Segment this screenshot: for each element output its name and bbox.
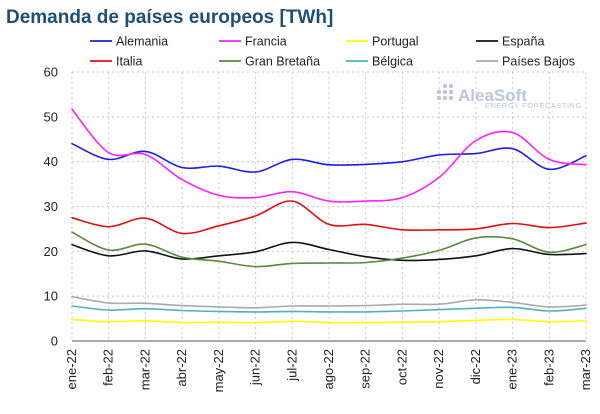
y-tick-label: 50: [44, 109, 58, 124]
series-line-paises-bajos: [71, 295, 587, 309]
x-tick-label: oct-22: [394, 349, 409, 385]
brand-name: AleaSoft: [458, 86, 527, 105]
series-line-gran-bretana: [71, 231, 587, 268]
series-line-espana: [71, 241, 587, 262]
gridlines: [71, 71, 587, 341]
x-tick-label: may-22: [211, 349, 226, 392]
x-tick-label: mar-23: [578, 349, 593, 390]
x-tick-label: feb-23: [541, 349, 556, 386]
y-axis-ticks: 0 10 20 30 40 50 60: [44, 65, 58, 349]
y-tick-label: 40: [44, 154, 58, 169]
series-line-belgica: [71, 305, 587, 313]
logo-dot: [448, 83, 454, 89]
x-tick-label: dic-22: [468, 349, 483, 384]
x-tick-label: ago-22: [321, 349, 336, 389]
x-axis-ticks: ene-22 feb-22 mar-22 abr-22 may-22 jun-22 jul-…: [64, 349, 593, 392]
series-line-italia: [71, 200, 587, 235]
series-lines: [71, 108, 587, 324]
logo-dot: [442, 83, 448, 89]
x-tick-label: mar-22: [137, 349, 152, 390]
x-tick-label: abr-22: [174, 349, 189, 387]
x-tick-label: ene-22: [64, 349, 79, 389]
legend-label-portugal: Portugal: [372, 35, 419, 49]
dots-logo-icon: [436, 83, 454, 101]
legend-label-francia: Francia: [245, 35, 287, 49]
brand-watermark: AleaSoft ENERGY FORECASTING: [436, 83, 582, 110]
x-tick-label: nov-22: [431, 349, 446, 389]
y-tick-label: 60: [44, 65, 58, 80]
logo-dot: [436, 89, 442, 95]
y-tick-label: 30: [44, 199, 58, 214]
logo-dot: [442, 89, 448, 95]
y-tick-label: 10: [44, 289, 58, 304]
logo-dot: [442, 95, 448, 101]
y-tick-label: 0: [51, 334, 58, 349]
legend-label-italia: Italia: [116, 55, 142, 69]
legend-label-paises-bajos: Países Bajos: [502, 55, 575, 69]
x-tick-label: jul-22: [284, 349, 299, 382]
x-tick-label: sep-22: [358, 349, 373, 389]
series-line-francia: [71, 108, 587, 203]
chart-title: Demanda de países europeos [TWh]: [6, 7, 333, 28]
legend-label-gran-bretana: Gran Bretaña: [245, 55, 320, 69]
series-line-alemania: [71, 142, 587, 173]
legend-label-espana: España: [502, 35, 544, 49]
series-line-portugal: [71, 318, 587, 324]
brand-tagline: ENERGY FORECASTING: [485, 101, 582, 110]
x-tick-label: jun-22: [248, 349, 263, 386]
y-tick-label: 20: [44, 244, 58, 259]
legend-label-belgica: Bélgica: [372, 55, 413, 69]
logo-dot: [448, 95, 454, 101]
x-tick-label: ene-23: [505, 349, 520, 389]
x-tick-label: feb-22: [101, 349, 116, 386]
legend-label-alemania: Alemania: [116, 35, 168, 49]
legend: Alemania Francia Portugal España Italia Gran …: [90, 35, 575, 69]
logo-dot: [448, 89, 454, 95]
logo-dot: [436, 95, 442, 101]
